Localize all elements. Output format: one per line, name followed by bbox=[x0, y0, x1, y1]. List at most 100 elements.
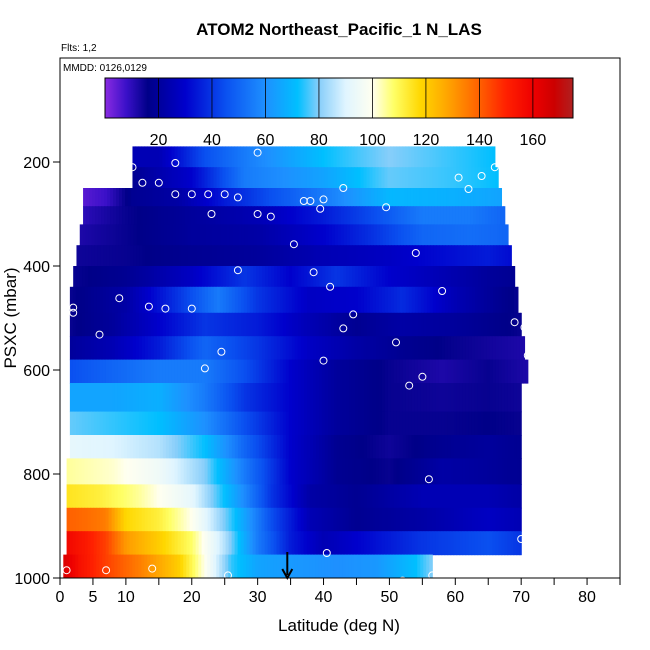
y-axis-label: PSXC (mbar) bbox=[1, 267, 20, 368]
colorbar-tick-label: 100 bbox=[359, 132, 386, 149]
plot-frame bbox=[59, 57, 621, 579]
sample-point bbox=[477, 172, 486, 180]
sample-point bbox=[171, 190, 180, 199]
sample-point bbox=[187, 190, 196, 199]
sample-point bbox=[207, 210, 216, 218]
heatmap-band-5 bbox=[76, 245, 512, 267]
heatmap-band-10 bbox=[69, 359, 529, 384]
sample-point bbox=[224, 571, 232, 580]
y-tick-label: 600 bbox=[23, 363, 50, 380]
sample-point bbox=[69, 303, 78, 312]
x-tick-label: 80 bbox=[578, 589, 596, 606]
heatmap-band-14 bbox=[66, 458, 522, 485]
sample-point bbox=[148, 564, 157, 573]
x-tick-label: 5 bbox=[88, 589, 97, 606]
sample-point bbox=[154, 178, 163, 187]
sample-point bbox=[418, 372, 427, 381]
sample-point bbox=[339, 324, 348, 333]
sample-point bbox=[161, 304, 170, 313]
sample-point bbox=[118, 178, 127, 187]
colorbar-tick-label: 160 bbox=[520, 132, 547, 149]
sample-point bbox=[200, 364, 209, 373]
sample-point bbox=[520, 323, 529, 332]
sample-point bbox=[362, 577, 371, 586]
sample-point bbox=[88, 178, 97, 187]
x-tick-label: 70 bbox=[512, 589, 530, 606]
sample-point bbox=[306, 197, 315, 205]
x-tick-label: 30 bbox=[249, 589, 267, 606]
sample-point bbox=[510, 318, 519, 327]
sample-point bbox=[82, 178, 91, 187]
sample-point bbox=[405, 381, 414, 390]
sample-point bbox=[454, 173, 463, 182]
y-tick-label: 1000 bbox=[14, 571, 50, 588]
flights-note: Flts: 1,2 bbox=[61, 43, 97, 54]
heatmap-band-18 bbox=[63, 554, 433, 578]
sample-point bbox=[233, 266, 242, 275]
colorbar-tick-label: 80 bbox=[310, 132, 328, 149]
sample-point bbox=[523, 351, 532, 360]
sample-point bbox=[517, 535, 526, 543]
y-tick-label: 800 bbox=[23, 467, 50, 484]
sample-point bbox=[326, 282, 335, 291]
y-tick-label: 200 bbox=[23, 155, 50, 172]
x-axis: 0 5 10 20 30 40 50 60 70 80 bbox=[56, 578, 621, 606]
colorbar-tick-label: 40 bbox=[203, 132, 221, 149]
sample-point bbox=[316, 204, 325, 213]
heatmap-band-4 bbox=[79, 224, 509, 246]
x-tick-label: 60 bbox=[446, 589, 464, 606]
x-tick-label: 50 bbox=[381, 589, 399, 606]
sample-point bbox=[128, 163, 137, 172]
sample-point bbox=[411, 249, 420, 257]
sample-point bbox=[398, 576, 407, 585]
sample-point bbox=[319, 356, 328, 365]
sample-point bbox=[382, 203, 391, 212]
heatmap-band-11 bbox=[69, 383, 522, 413]
dates-note: MMDD: 0126,0129 bbox=[63, 63, 147, 74]
heatmap-band-6 bbox=[73, 266, 516, 288]
sample-point bbox=[187, 304, 196, 313]
sample-point bbox=[319, 195, 328, 204]
heatmap-band-1 bbox=[132, 167, 499, 189]
heatmap-band-8 bbox=[69, 312, 522, 337]
sample-point bbox=[62, 566, 71, 575]
sample-point bbox=[253, 210, 262, 218]
heatmap-band-9 bbox=[69, 336, 526, 361]
heatmap-band-3 bbox=[83, 206, 506, 225]
chart-title: ATOM2 Northeast_Pacific_1 N_LAS bbox=[196, 20, 482, 39]
y-axis: 200 400 600 800 1000 bbox=[14, 155, 60, 588]
sample-point bbox=[349, 310, 358, 319]
sample-point bbox=[438, 287, 447, 295]
colorbar-tick-label: 140 bbox=[466, 132, 493, 149]
sample-point bbox=[339, 184, 348, 192]
sample-point bbox=[392, 338, 400, 347]
sample-point bbox=[464, 185, 473, 193]
x-tick-label: 40 bbox=[315, 589, 333, 606]
x-tick-label: 0 bbox=[56, 589, 65, 606]
y-tick-label: 400 bbox=[23, 259, 50, 276]
sample-point bbox=[490, 163, 499, 172]
heatmap-band-7 bbox=[69, 286, 519, 314]
heatmap-band-15 bbox=[66, 484, 522, 509]
sample-point bbox=[115, 294, 124, 303]
sample-point bbox=[217, 347, 226, 356]
sample-point bbox=[144, 302, 153, 311]
heatmap-band-12 bbox=[69, 411, 522, 436]
heatmap-band-17 bbox=[66, 531, 522, 556]
sample-point bbox=[95, 330, 104, 339]
colorbar bbox=[104, 77, 574, 119]
colorbar-tick-label: 120 bbox=[413, 132, 440, 149]
heatmap-band-13 bbox=[69, 435, 522, 459]
x-tick-label: 10 bbox=[117, 589, 135, 606]
sample-point bbox=[424, 475, 433, 484]
colorbar-tick-label: 60 bbox=[257, 132, 275, 149]
sample-point bbox=[171, 159, 180, 167]
sample-point bbox=[322, 549, 331, 557]
sample-point bbox=[289, 240, 298, 249]
sample-point bbox=[253, 148, 262, 157]
colorbar-tick-label: 20 bbox=[150, 132, 168, 149]
heatmap-bands bbox=[63, 146, 529, 578]
heatmap-band-16 bbox=[66, 507, 522, 532]
sample-point bbox=[233, 193, 242, 202]
